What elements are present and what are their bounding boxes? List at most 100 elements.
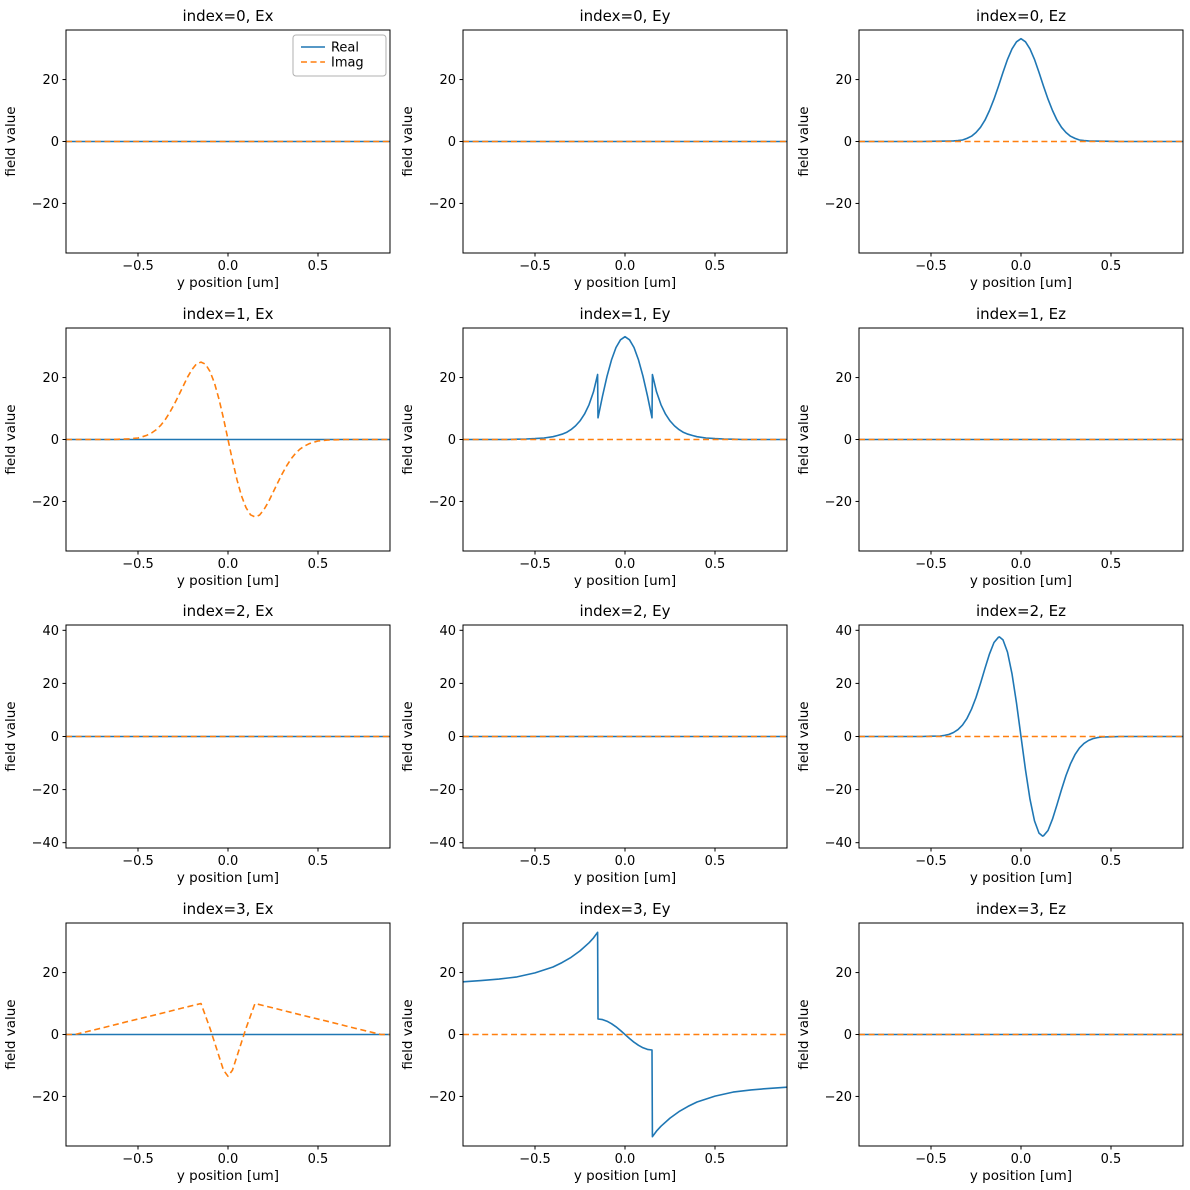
y-tick-label: 20: [42, 371, 59, 386]
x-tick-label: 0.5: [704, 259, 725, 274]
y-axis-label: field value: [400, 404, 416, 474]
plot-title: index=1, Ez: [976, 305, 1066, 323]
x-tick-label: 0.5: [1101, 1151, 1122, 1166]
subplot-canvas-index1-ey: −0.5 0.0 0.5 −20 0 20 index=1, Ey y position [u…: [400, 305, 788, 589]
y-tick-label: −20: [825, 1089, 852, 1104]
x-axis-label: y position [um]: [970, 572, 1072, 588]
x-tick-label: 0.5: [1101, 259, 1122, 274]
plot-title: index=0, Ey: [579, 7, 670, 25]
subplot-index1-ey: −0.5 0.0 0.5 −20 0 20 index=1, Ey y position [u…: [397, 298, 794, 596]
y-tick-label: 0: [844, 1028, 852, 1043]
x-axis-label: y position [um]: [574, 1168, 676, 1184]
y-tick-label: −20: [32, 1089, 59, 1104]
plot-title: index=2, Ex: [183, 602, 274, 620]
y-tick-label: 20: [439, 73, 456, 88]
y-tick-label: 40: [439, 624, 456, 639]
axes-frame: [858, 327, 1184, 551]
y-axis-label: field value: [796, 404, 812, 474]
y-tick-label: 20: [836, 371, 853, 386]
plot-title: index=0, Ex: [183, 7, 274, 25]
subplot-index0-ex: −0.5 0.0 0.5 −20 0 20 index=0, Ex y position [u…: [0, 0, 397, 298]
x-tick-label: 0.0: [218, 1151, 239, 1166]
subplot-index3-ex: −0.5 0.0 0.5 −20 0 20 index=3, Ex y position [u…: [0, 893, 397, 1190]
x-axis-label: y position [um]: [177, 870, 279, 886]
x-tick-label: −0.5: [916, 259, 948, 274]
x-tick-label: −0.5: [519, 1152, 551, 1167]
y-tick-label: 0: [447, 433, 455, 448]
y-tick-label: 0: [447, 730, 455, 745]
x-tick-label: 0.0: [614, 854, 635, 869]
subplot-canvas-index0-ey: −0.5 0.0 0.5 −20 0 20 index=0, Ey y position [u…: [400, 7, 788, 291]
y-tick-label: −20: [32, 783, 59, 798]
series-real-line: [462, 931, 787, 1137]
y-tick-label: −20: [428, 783, 455, 798]
x-tick-label: −0.5: [916, 854, 948, 869]
x-axis-label: y position [um]: [574, 275, 676, 291]
x-tick-label: −0.5: [519, 557, 551, 572]
x-tick-label: −0.5: [122, 259, 154, 274]
subplot-canvas-index3-ey: −0.5 0.0 0.5 −20 0 20 index=3, Ey y position [u…: [400, 900, 788, 1184]
series-real-line: [859, 636, 1184, 837]
y-tick-label: −40: [825, 836, 852, 851]
x-axis-label: y position [um]: [177, 1167, 279, 1183]
x-tick-label: 0.5: [1101, 556, 1122, 571]
x-tick-label: 0.0: [218, 854, 239, 869]
y-tick-label: 0: [51, 1028, 59, 1043]
y-axis-label: field value: [400, 106, 416, 176]
subplot-index3-ey: −0.5 0.0 0.5 −20 0 20 index=3, Ey y position [u…: [397, 893, 794, 1190]
plot-title: index=3, Ez: [976, 900, 1066, 918]
x-tick-label: −0.5: [916, 556, 948, 571]
x-tick-label: 0.5: [704, 854, 725, 869]
y-tick-label: −20: [825, 494, 852, 509]
subplot-index2-ey: −0.5 0.0 0.5 −40 −20 0 20 40 index=2, Ey y positi…: [397, 595, 794, 893]
plot-title: index=2, Ey: [579, 602, 670, 620]
series-real-line: [462, 335, 787, 440]
x-tick-label: 0.0: [614, 259, 635, 274]
y-tick-label: −20: [825, 197, 852, 212]
x-tick-label: −0.5: [519, 854, 551, 869]
y-axis-label: field value: [3, 701, 19, 771]
y-tick-label: 20: [439, 677, 456, 692]
y-tick-label: 20: [836, 966, 853, 981]
plot-title: index=1, Ex: [183, 305, 274, 323]
subplot-index3-ez: −0.5 0.0 0.5 −20 0 20 index=3, Ez y position [u…: [793, 893, 1190, 1190]
subplot-index2-ez: −0.5 0.0 0.5 −40 −20 0 20 40 index=2, Ez y positi…: [793, 595, 1190, 893]
x-tick-label: 0.0: [218, 259, 239, 274]
legend-box: [292, 34, 387, 77]
x-tick-label: −0.5: [122, 556, 154, 571]
x-tick-label: 0.5: [704, 557, 725, 572]
plot-title: index=2, Ez: [976, 602, 1066, 620]
x-tick-label: 0.5: [308, 556, 329, 571]
x-tick-label: 0.0: [1011, 1151, 1032, 1166]
y-tick-label: −20: [428, 494, 455, 509]
x-axis-label: y position [um]: [177, 572, 279, 588]
x-tick-label: 0.5: [308, 259, 329, 274]
y-tick-label: −20: [32, 197, 59, 212]
subplot-index0-ey: −0.5 0.0 0.5 −20 0 20 index=0, Ey y position [u…: [397, 0, 794, 298]
y-tick-label: 0: [51, 135, 59, 150]
x-axis-label: y position [um]: [970, 275, 1072, 291]
y-tick-label: 0: [844, 433, 852, 448]
y-tick-label: 40: [836, 624, 853, 639]
y-tick-label: 0: [844, 135, 852, 150]
x-tick-label: −0.5: [122, 1151, 154, 1166]
subplot-index2-ex: −0.5 0.0 0.5 −40 −20 0 20 40 index=2, Ex y positi…: [0, 595, 397, 893]
y-axis-label: field value: [796, 999, 812, 1069]
plot-title: index=1, Ey: [579, 305, 670, 323]
y-tick-label: −20: [32, 494, 59, 509]
y-tick-label: 0: [51, 730, 59, 745]
x-tick-label: −0.5: [916, 1151, 948, 1166]
y-tick-label: 40: [42, 624, 59, 639]
x-axis-label: y position [um]: [574, 573, 676, 589]
subplot-canvas-index3-ex: −0.5 0.0 0.5 −20 0 20 index=3, Ex y position [u…: [3, 900, 391, 1183]
y-tick-label: 20: [439, 966, 456, 981]
y-axis-label: field value: [796, 701, 812, 771]
series-imag-line: [65, 360, 390, 518]
subplot-canvas-index3-ez: −0.5 0.0 0.5 −20 0 20 index=3, Ez y position [u…: [796, 900, 1184, 1183]
y-tick-label: 20: [42, 73, 59, 88]
y-tick-label: −20: [428, 197, 455, 212]
y-tick-label: 0: [447, 1028, 455, 1043]
y-tick-label: 0: [447, 135, 455, 150]
y-tick-label: 0: [844, 730, 852, 745]
y-axis-label: field value: [400, 999, 416, 1069]
